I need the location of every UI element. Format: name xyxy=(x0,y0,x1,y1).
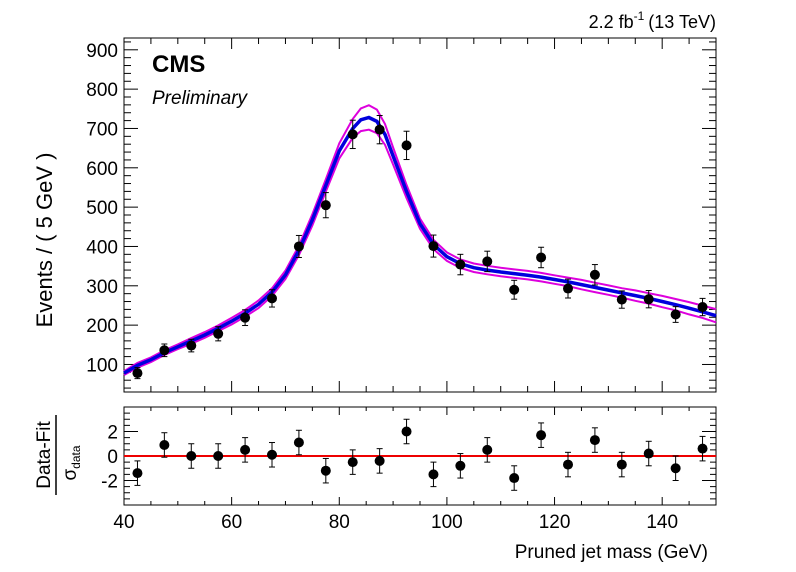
lumi-value: 2.2 fb xyxy=(589,12,634,32)
y-tick-label-top: 900 xyxy=(86,41,118,62)
pull-point xyxy=(240,444,251,455)
data-point xyxy=(347,129,358,140)
bottom-axis-ticks xyxy=(123,407,717,505)
data-point xyxy=(293,241,304,252)
top-axis-ticks xyxy=(123,38,717,392)
data-point xyxy=(240,312,251,323)
data-point xyxy=(374,124,385,135)
data-point xyxy=(509,284,520,295)
pull-point xyxy=(267,449,277,460)
data-point xyxy=(616,294,627,305)
lumi-energy: (13 TeV) xyxy=(648,12,716,32)
y-tick-label-top: 200 xyxy=(86,316,118,337)
pull-point xyxy=(293,437,304,448)
data-point xyxy=(643,294,654,305)
y-tick-label-top: 800 xyxy=(86,80,118,101)
y-tick-labels-top: 100 200 300 400 500 600 700 800 900 xyxy=(86,41,118,377)
pull-point xyxy=(589,435,600,446)
pull-point xyxy=(428,469,439,480)
data-point xyxy=(186,340,197,351)
pull-points xyxy=(132,418,708,491)
data-point xyxy=(482,256,493,267)
data-point xyxy=(320,200,331,211)
pull-label-denominator: σdata xyxy=(60,445,83,480)
x-tick-label: 40 xyxy=(113,512,134,533)
pull-label-sigma: σ xyxy=(60,469,81,481)
experiment-label: CMS xyxy=(152,51,205,78)
x-tick-label: 140 xyxy=(646,512,678,533)
pull-point xyxy=(482,444,493,455)
x-tick-label: 100 xyxy=(431,512,463,533)
pull-point xyxy=(643,448,654,459)
pull-point xyxy=(213,451,224,461)
bottom-y-axis-title: Data-Fit σdata xyxy=(34,415,83,495)
y-tick-label-bottom: 2 xyxy=(107,423,118,444)
pull-point xyxy=(455,460,466,471)
pull-point xyxy=(509,473,520,484)
pull-point xyxy=(347,457,358,468)
data-point xyxy=(670,309,681,320)
data-point xyxy=(132,368,143,379)
data-point xyxy=(455,259,466,270)
pull-point xyxy=(186,451,197,461)
y-tick-labels-bottom: -2 0 2 xyxy=(101,423,118,493)
data-point xyxy=(159,345,170,356)
pull-point xyxy=(159,439,170,450)
x-axis-title: Pruned jet mass (GeV) xyxy=(515,542,708,563)
pull-point xyxy=(374,455,385,466)
fit-uncertainty-upper xyxy=(123,104,717,373)
data-point xyxy=(536,252,547,263)
pull-point xyxy=(616,459,627,470)
data-point xyxy=(589,269,600,280)
pull-point xyxy=(132,468,143,479)
y-tick-label-top: 600 xyxy=(86,159,118,180)
pull-point xyxy=(697,443,708,454)
data-point xyxy=(428,241,439,252)
lumi-label: 2.2 fb-1 (13 TeV) xyxy=(589,9,716,32)
x-tick-labels: 40 60 80 100 120 140 xyxy=(113,512,678,533)
fit-curve xyxy=(123,115,717,375)
y-tick-label-top: 500 xyxy=(86,198,118,219)
y-tick-label-top: 400 xyxy=(86,237,118,258)
pull-point xyxy=(563,459,573,470)
pull-point xyxy=(670,463,681,474)
y-tick-label-bottom: -2 xyxy=(101,472,118,493)
pull-point xyxy=(401,426,412,437)
x-tick-label: 80 xyxy=(329,512,350,533)
y-tick-label-top: 700 xyxy=(86,119,118,140)
y-tick-label-top: 100 xyxy=(86,355,118,376)
fit-uncertainty-lower xyxy=(123,128,717,376)
y-tick-label-bottom: 0 xyxy=(107,447,118,468)
data-points xyxy=(132,114,708,380)
pull-point xyxy=(320,465,331,476)
pull-label-numerator: Data-Fit xyxy=(34,421,55,489)
top-y-axis-title: Events / ( 5 GeV ) xyxy=(32,153,57,328)
x-tick-label: 60 xyxy=(221,512,242,533)
data-point xyxy=(213,328,224,339)
data-point xyxy=(697,302,708,313)
lumi-superscript: -1 xyxy=(634,9,645,23)
pull-label-sub: data xyxy=(69,445,83,469)
data-point xyxy=(563,283,573,294)
data-point xyxy=(267,293,277,304)
pull-point xyxy=(536,430,547,441)
status-label: Preliminary xyxy=(152,88,249,109)
data-point xyxy=(401,140,412,151)
y-tick-label-top: 300 xyxy=(86,277,118,298)
x-tick-label: 120 xyxy=(539,512,571,533)
